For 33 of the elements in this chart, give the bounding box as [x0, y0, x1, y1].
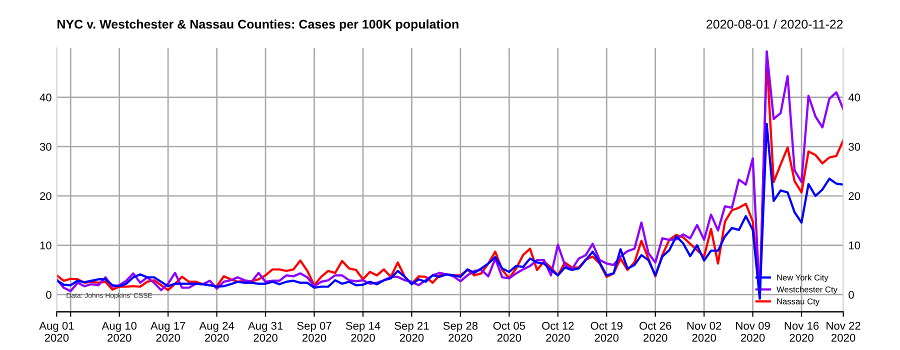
legend-label: Westchester Cty	[776, 286, 838, 294]
legend-label: Nassau Cty	[777, 298, 820, 306]
y-tick-label: 0	[46, 290, 52, 299]
x-tick-label: Sep 07 2020	[297, 322, 332, 342]
x-tick-label: Oct 19 2020	[590, 322, 622, 342]
x-tick-label: Oct 05 2020	[493, 322, 526, 342]
x-tick-label: Aug 01 2020	[39, 322, 74, 342]
y-tick-label: 20	[40, 192, 52, 200]
y2-tick-label: 40	[848, 94, 860, 102]
y-tick-label: 30	[40, 142, 52, 151]
x-tick-label: Nov 02 2020	[687, 322, 722, 342]
y2-tick-label: 30	[848, 142, 860, 151]
x-tick-label: Aug 31 2020	[248, 322, 283, 342]
x-tick-label: Nov 22 2020	[826, 322, 860, 342]
chart-subtitle: 2020-08-01 / 2020-11-22	[706, 19, 843, 29]
x-tick-label: Oct 26 2020	[640, 322, 672, 342]
x-tick-label: Nov 16 2020	[784, 322, 819, 342]
x-tick-label: Nov 09 2020	[736, 322, 770, 342]
x-tick-label: Sep 28 2020	[443, 322, 478, 342]
x-tick-label: Sep 21 2020	[394, 322, 429, 342]
line-series	[56, 122, 844, 300]
x-tick-label: Sep 14 2020	[346, 322, 380, 342]
y-tick-label: 10	[40, 242, 52, 250]
y-tick-label: 40	[40, 94, 52, 102]
x-tick-label: Aug 10 2020	[102, 322, 137, 342]
y2-tick-label: 0	[848, 290, 854, 299]
x-tick-label: Aug 24 2020	[199, 322, 234, 342]
legend-label: New York City	[777, 274, 828, 282]
x-tick-label: Aug 17 2020	[150, 322, 186, 342]
y2-tick-label: 20	[848, 192, 860, 200]
x-tick-label: Oct 12 2020	[542, 322, 574, 342]
y2-tick-label: 10	[849, 242, 860, 250]
chart-title: NYC v. Westchester & Nassau Counties: Cases per 100K population	[58, 19, 458, 32]
